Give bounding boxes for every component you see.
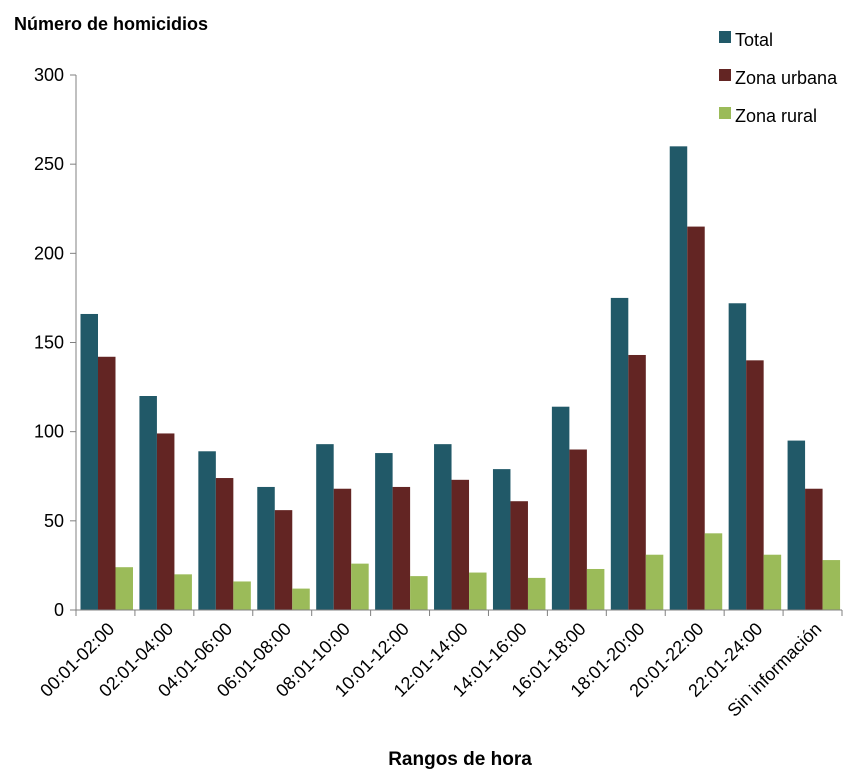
- y-tick-label: 150: [34, 333, 64, 353]
- bar-zona-rural: [174, 574, 192, 610]
- bar-zona-rural: [822, 560, 841, 610]
- bar-total: [610, 297, 629, 610]
- bar-zona-urbana: [274, 510, 293, 610]
- bar-zona-rural: [292, 588, 310, 610]
- bar-total: [80, 313, 98, 610]
- y-tick-label: 100: [34, 422, 64, 442]
- bar-zona-urbana: [98, 356, 116, 610]
- legend-swatch: [719, 107, 731, 119]
- x-axis-ticks: 00:01-02:0002:01-04:0004:01-06:0006:01-0…: [36, 619, 825, 721]
- legend-swatch: [719, 69, 731, 81]
- y-axis-title: Número de homicidios: [14, 14, 208, 34]
- bars: [80, 146, 841, 611]
- axes: [75, 75, 843, 616]
- bar-total: [669, 146, 688, 611]
- legend-label: Zona rural: [735, 106, 817, 126]
- legend: Total Zona urbana Zona rural: [719, 30, 838, 126]
- bar-total: [316, 444, 334, 610]
- legend-label: Zona urbana: [735, 68, 838, 88]
- bar-zona-urbana: [628, 354, 646, 610]
- bar-zona-rural: [469, 572, 487, 610]
- bar-total: [728, 303, 747, 610]
- bar-zona-urbana: [805, 488, 823, 610]
- y-tick-label: 300: [34, 65, 64, 85]
- bar-total: [492, 469, 511, 610]
- bar-total: [551, 406, 570, 610]
- bar-zona-rural: [351, 563, 369, 610]
- bar-zona-rural: [586, 568, 605, 610]
- bar-total: [257, 486, 275, 610]
- y-axis-ticks: 0 50 100 150 200 250 300: [34, 65, 76, 620]
- bar-total: [375, 453, 393, 610]
- bar-zona-rural: [763, 554, 782, 610]
- x-axis-title: Rangos de hora: [388, 749, 532, 770]
- y-tick-label: 50: [44, 511, 64, 531]
- bar-zona-urbana: [746, 360, 764, 610]
- bar-zona-rural: [115, 567, 133, 610]
- bar-zona-urbana: [215, 478, 234, 610]
- y-tick-label: 0: [54, 600, 64, 620]
- bar-zona-urbana: [392, 486, 411, 610]
- bar-zona-rural: [233, 581, 251, 610]
- legend-swatch: [719, 31, 731, 43]
- bar-zona-rural: [410, 576, 428, 610]
- bar-zona-rural: [645, 554, 664, 610]
- bar-zona-urbana: [451, 479, 470, 610]
- y-tick-label: 200: [34, 243, 64, 263]
- bar-zona-rural: [527, 577, 546, 610]
- bar-zona-urbana: [687, 226, 705, 611]
- bar-total: [787, 440, 806, 610]
- bar-zona-urbana: [156, 433, 175, 610]
- bar-total: [139, 396, 157, 610]
- bar-total: [198, 451, 216, 610]
- legend-label: Total: [735, 30, 773, 50]
- bar-zona-urbana: [510, 501, 528, 610]
- bar-zona-urbana: [569, 449, 587, 610]
- bar-zona-urbana: [333, 488, 352, 610]
- y-tick-label: 250: [34, 154, 64, 174]
- bar-zona-rural: [704, 533, 723, 610]
- bar-total: [434, 444, 452, 610]
